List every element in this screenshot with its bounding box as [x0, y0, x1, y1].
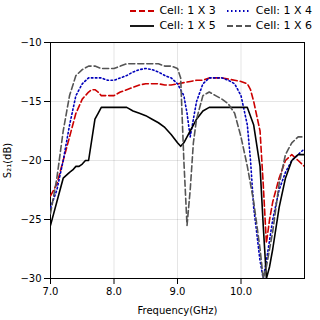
- svg-text:−20: −20: [20, 155, 41, 166]
- html-text:Cell: 1 X 5: Cell: 1 X 5: [159, 19, 216, 32]
- svg-text:−25: −25: [20, 214, 41, 225]
- svg-text:8.0: 8.0: [106, 286, 122, 297]
- html-text:Cell: 1 X 6: Cell: 1 X 6: [255, 19, 312, 32]
- svg-text:−10: −10: [20, 37, 41, 48]
- html-text:Cell: 1 X 3: Cell: 1 X 3: [159, 4, 216, 17]
- svg-text:9.0: 9.0: [170, 286, 186, 297]
- svg-text:S₂₁(dB): S₂₁(dB): [2, 143, 13, 178]
- svg-text:−30: −30: [20, 273, 41, 284]
- svg-text:7.0: 7.0: [43, 286, 59, 297]
- svg-text:−15: −15: [20, 96, 41, 107]
- svg-text:Frequency(GHz): Frequency(GHz): [138, 305, 218, 316]
- html-text:Cell: 1 X 4: Cell: 1 X 4: [255, 4, 312, 17]
- svg-text:10.0: 10.0: [230, 286, 252, 297]
